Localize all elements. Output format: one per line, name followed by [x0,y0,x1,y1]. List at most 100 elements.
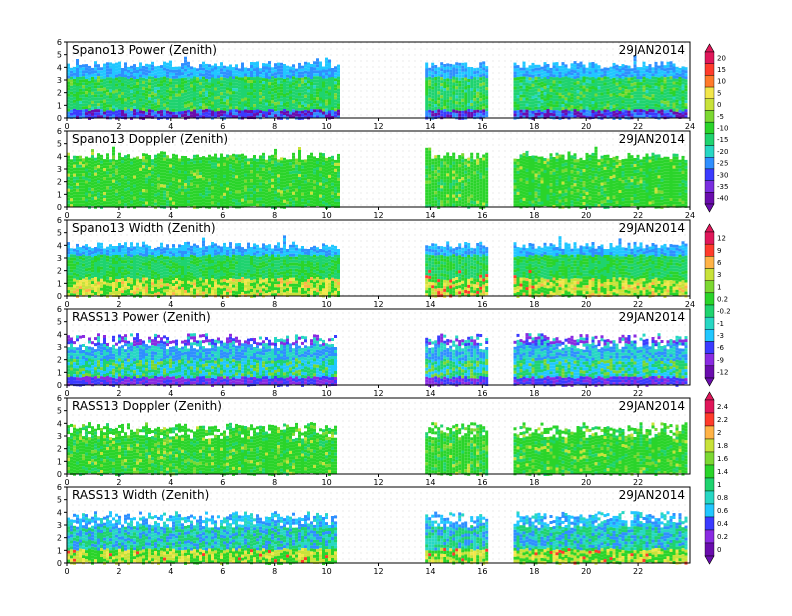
panel-date: 29JAN2014 [619,132,685,146]
y-tick-label: 5 [57,140,62,149]
y-tick-label: 4 [57,330,62,339]
colorbar-label: 1.4 [717,468,729,476]
y-tick-label: 6 [57,38,62,47]
colorbar-label: 1 [717,283,721,291]
x-tick-label: 4 [168,389,173,398]
x-tick-label: 20 [581,389,591,398]
x-tick-label: 14 [425,211,435,220]
x-tick-label: 22 [633,478,643,487]
x-tick-label: 8 [272,478,277,487]
colorbar-top-arrow [705,392,714,400]
y-tick-label: 6 [57,483,62,492]
y-tick-label: 1 [57,279,62,288]
x-tick-label: 10 [321,567,331,576]
x-tick-label: 20 [581,567,591,576]
x-tick-label: 10 [321,300,331,309]
y-tick-label: 3 [57,254,62,263]
colorbar-label: 10 [717,78,726,86]
colorbar-label: -3 [717,332,724,340]
y-tick-label: 1 [57,101,62,110]
y-tick-label: 0 [57,292,62,301]
x-tick-label: 4 [168,211,173,220]
colorbar-label: 3 [717,271,721,279]
x-tick-label: 10 [321,478,331,487]
heatmap-segment-2 [425,241,488,298]
colorbar-label: -9 [717,356,724,364]
x-tick-label: 8 [272,567,277,576]
colorbar-label: 0 [717,546,721,554]
x-tick-label: 4 [168,567,173,576]
panel-title: RASS13 Doppler (Zenith) [72,399,222,413]
x-tick-label: 14 [425,567,435,576]
y-tick-label: 0 [57,114,62,123]
x-tick-label: 18 [529,567,539,576]
x-tick-label: 0 [64,122,69,131]
colorbar-label: 0.6 [717,507,729,515]
colorbar-label: 9 [717,247,721,255]
x-tick-label: 18 [529,300,539,309]
x-tick-label: 2 [116,300,121,309]
x-tick-label: 22 [633,300,643,309]
colorbar-label: 6 [717,259,722,267]
x-tick-label: 12 [373,567,383,576]
y-tick-label: 5 [57,496,62,505]
y-tick-label: 3 [57,521,62,530]
x-tick-label: 18 [529,211,539,220]
x-tick-label: 2 [116,211,121,220]
colorbar-label: 0 [717,101,721,109]
y-tick-label: 0 [57,559,62,568]
x-tick-label: 20 [581,478,591,487]
colorbar-label: -10 [717,125,728,133]
x-tick-label: 0 [64,300,69,309]
colorbar-label: -5 [717,113,724,121]
y-tick-label: 6 [57,305,62,314]
panel-title: Spano13 Doppler (Zenith) [72,132,228,146]
y-tick-label: 3 [57,343,62,352]
colorbar-bottom-arrow [705,204,714,212]
colorbar-label: -30 [717,171,728,179]
x-tick-label: 0 [64,389,69,398]
colorbar-label: 15 [717,66,726,74]
heatmap-segment-3 [514,333,688,387]
y-tick-label: 6 [57,394,62,403]
x-tick-label: 10 [321,389,331,398]
y-tick-label: 2 [57,89,62,98]
y-tick-label: 3 [57,432,62,441]
y-tick-label: 6 [57,127,62,136]
colorbar-3: 2.42.221.81.61.410.80.60.40.20 [705,392,729,564]
y-tick-label: 6 [57,216,62,225]
x-tick-label: 4 [168,122,173,131]
x-tick-label: 4 [168,300,173,309]
colorbar-label: 2.2 [717,416,728,424]
x-tick-label: 16 [477,122,487,131]
colorbar-label: -0.2 [717,308,731,316]
x-tick-label: 18 [529,122,539,131]
x-tick-label: 22 [633,567,643,576]
colorbar-label: 1 [717,481,721,489]
y-tick-label: 2 [57,178,62,187]
heatmap-segment-1 [67,57,340,120]
panel-title: Spano13 Width (Zenith) [72,221,216,235]
x-tick-label: 0 [64,478,69,487]
x-tick-label: 2 [116,389,121,398]
x-tick-label: 20 [581,122,591,131]
colorbar-label: 5 [717,89,721,97]
colorbar-label: 0.2 [717,533,728,541]
panel-date: 29JAN2014 [619,488,685,502]
x-tick-label: 16 [477,567,487,576]
x-tick-label: 24 [685,122,695,131]
x-tick-label: 10 [321,211,331,220]
x-tick-label: 20 [581,300,591,309]
x-tick-label: 2 [116,567,121,576]
panel-date: 29JAN2014 [619,221,685,235]
colorbar-label: 20 [717,54,726,62]
heatmap-segment-3 [514,422,688,476]
x-tick-label: 4 [168,478,173,487]
y-tick-label: 1 [57,190,62,199]
y-tick-label: 2 [57,356,62,365]
colorbar-label: -12 [717,368,728,376]
y-tick-label: 5 [57,51,62,60]
